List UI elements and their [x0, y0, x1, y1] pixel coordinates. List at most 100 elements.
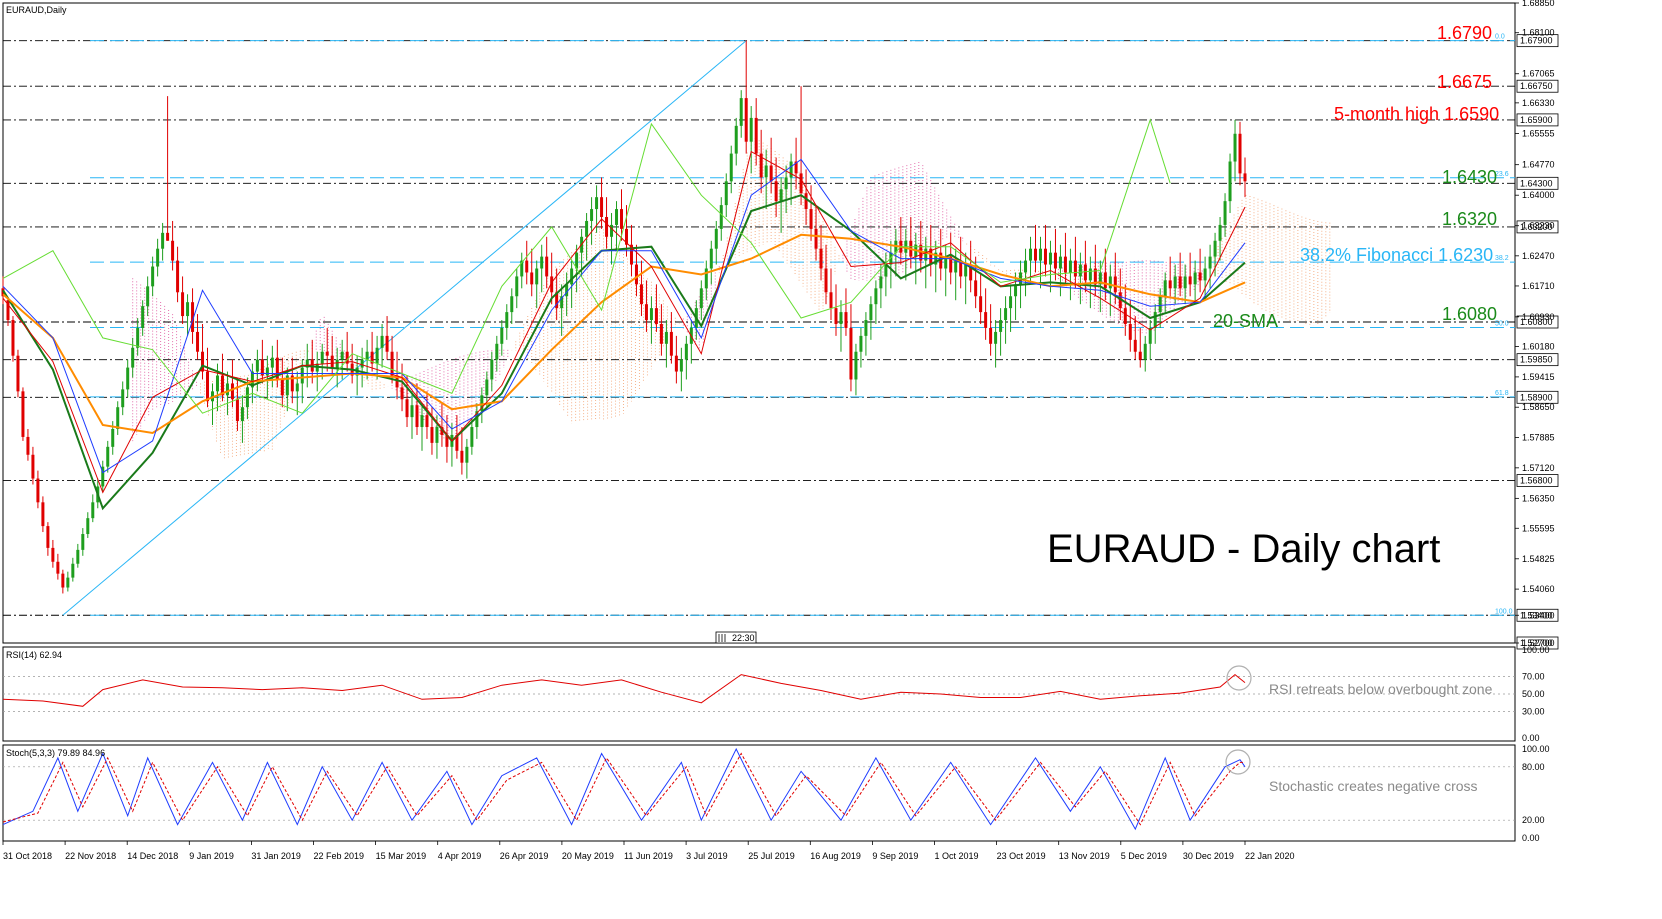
candle-body [585, 220, 589, 237]
fibonacci-ratio-label: 50.0 [1495, 321, 1509, 328]
candle-body [485, 379, 489, 396]
price-tick-label: 1.62470 [1522, 251, 1555, 261]
candle-body [1228, 161, 1232, 202]
candle-body [1029, 248, 1033, 261]
candle-body [345, 351, 349, 364]
candle-body [764, 165, 768, 178]
candle-body [141, 306, 145, 328]
candle-body [495, 343, 499, 360]
time-tick-label: 30 Dec 2019 [1183, 851, 1234, 861]
candle-body [131, 347, 135, 368]
candle-body [445, 434, 449, 447]
level-price-box [1516, 390, 1559, 404]
candle-body [230, 383, 234, 400]
candle-body [989, 327, 993, 344]
time-tick-label: 4 Apr 2019 [438, 851, 482, 861]
time-marker-label: 22:30 [732, 633, 755, 643]
candle-body [285, 375, 289, 396]
price-tick-label: 1.53400 [1522, 610, 1555, 620]
level-price-box [1516, 474, 1559, 487]
candle-body [540, 256, 544, 269]
candle-body [250, 371, 254, 388]
panel-tick-label: 80.00 [1522, 762, 1545, 772]
candle-body [31, 454, 35, 479]
price-tick-label: 1.57120 [1522, 463, 1555, 473]
annotation-1-6430: 1.6430 [1442, 167, 1497, 187]
candle-body [744, 98, 748, 142]
candle-body [610, 224, 614, 237]
candle-body [959, 260, 963, 277]
candle-body [949, 256, 953, 273]
candle-body [1048, 252, 1052, 265]
candle-body [669, 331, 673, 356]
candle-body [560, 296, 564, 309]
candle-body [884, 264, 888, 277]
rsi-highlight-circle [1226, 665, 1252, 691]
candle-body [275, 357, 279, 380]
annotation-1-6790: 1.6790 [1437, 23, 1492, 43]
panel-tick-label: 100.00 [1522, 645, 1550, 655]
candle-body [550, 276, 554, 293]
price-tick-label: 1.65555 [1522, 129, 1555, 139]
candle-body [1053, 252, 1057, 269]
candle-body [644, 304, 648, 321]
candle-body [1193, 272, 1197, 285]
candle-body [305, 359, 309, 368]
candle-body [375, 347, 379, 364]
time-tick-label: 15 Mar 2019 [376, 851, 427, 861]
candle-body [799, 173, 803, 194]
candle-body [465, 446, 469, 463]
candle-body [1004, 308, 1008, 321]
candle-body [1148, 327, 1152, 344]
candle-body [864, 320, 868, 336]
time-tick-label: 26 Apr 2019 [500, 851, 549, 861]
candle-body [1218, 224, 1222, 241]
level-price-box [1516, 220, 1559, 234]
candle-body [1243, 173, 1247, 182]
candle-body [994, 331, 998, 344]
candle-body [171, 240, 175, 261]
price-tick-label: 1.68100 [1522, 28, 1555, 38]
candle-body [101, 466, 105, 487]
candle-body [1118, 292, 1122, 309]
candle-body [146, 286, 150, 307]
candle-body [21, 391, 25, 437]
candle-body [420, 415, 424, 428]
time-tick-label: 9 Sep 2019 [872, 851, 918, 861]
candle-body [365, 351, 369, 360]
time-tick-label: 31 Jan 2019 [251, 851, 301, 861]
candle-body [634, 264, 638, 285]
candle-body [360, 359, 364, 368]
candle-body [430, 427, 434, 443]
candle-body [116, 407, 120, 430]
candle-body [235, 399, 239, 422]
candle-body [789, 161, 793, 178]
price-tick-label: 1.60180 [1522, 342, 1555, 352]
fibonacci-ratio-label: 61.8 [1495, 390, 1509, 397]
time-axis: 31 Oct 2018 22 Nov 2018 14 Dec 2018 9 Jan 2… [2, 841, 1295, 861]
panel-tick-label: 70.00 [1522, 671, 1545, 681]
candle-body [66, 577, 70, 588]
candle-body [869, 304, 873, 321]
candle-body [340, 351, 344, 360]
candle-body [1213, 240, 1217, 257]
price-tick-label: 1.60930 [1522, 312, 1555, 322]
candle-body [575, 252, 579, 269]
candle-body [510, 296, 514, 313]
candle-body [385, 335, 389, 352]
candle-body [206, 371, 210, 402]
candle-body [176, 260, 180, 293]
time-tick-label: 16 Aug 2019 [810, 851, 861, 861]
candle-body [759, 153, 763, 178]
candle-body [999, 320, 1003, 332]
candle-body [774, 181, 778, 202]
price-tick-label: 1.59415 [1522, 372, 1555, 382]
level-price-label: 1.63200 [1520, 222, 1553, 232]
panel-tick-label: 100.00 [1522, 744, 1550, 754]
candle-body [684, 343, 688, 360]
fibonacci-levels: 0.0 23.6 38.2 50.0 61.8 100.0 [62, 34, 1515, 616]
candle-body [565, 284, 569, 297]
level-price-box [1516, 315, 1559, 329]
candle-body [1038, 248, 1042, 261]
candle-body [390, 351, 394, 376]
